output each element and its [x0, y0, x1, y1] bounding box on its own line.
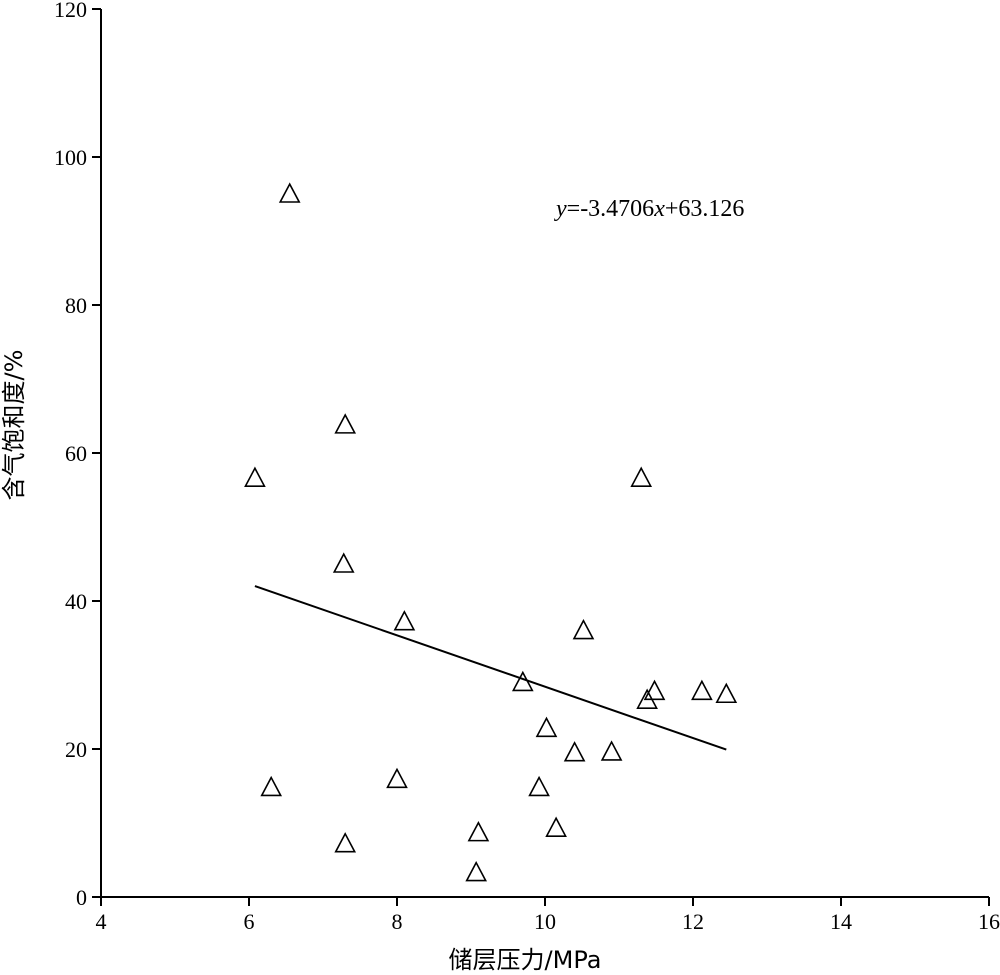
- scatter-point-0: [278, 182, 301, 203]
- x-tick-label: 12: [682, 909, 704, 934]
- scatter-point-19: [545, 816, 567, 837]
- x-tick-label: 8: [392, 909, 403, 934]
- equation-suffix: +63.126: [665, 196, 745, 222]
- y-tick-label: 0: [76, 885, 87, 910]
- x-tick-label: 4: [96, 909, 107, 934]
- scatter-point-8: [643, 679, 666, 701]
- scatter-point-1: [334, 413, 357, 434]
- trendline: [254, 585, 727, 751]
- y-tick-label: 100: [54, 145, 87, 170]
- equation-y: y: [554, 196, 567, 222]
- y-tick-label: 80: [65, 293, 87, 318]
- scatter-point-2: [244, 466, 266, 487]
- scatter-point-15: [260, 775, 283, 797]
- scatter-point-17: [528, 775, 550, 797]
- x-tick-label: 6: [244, 909, 255, 934]
- scatter-point-10: [691, 679, 713, 701]
- x-tick-label: 10: [534, 909, 556, 934]
- scatter-point-13: [563, 741, 586, 762]
- scatter-point-5: [393, 610, 416, 631]
- equation-middle: =-3.4706: [567, 196, 655, 222]
- x-axis-ticks: 4 6 8 10 12 14 16: [96, 897, 1000, 934]
- scatter-point-9: [636, 688, 658, 709]
- y-tick-label: 20: [65, 737, 87, 762]
- scatter-point-3: [630, 466, 653, 487]
- scatter-point-12: [535, 716, 558, 738]
- scatter-point-7: [511, 670, 534, 692]
- scatter-point-11: [715, 682, 738, 704]
- scatter-point-20: [334, 832, 357, 853]
- equation-x: x: [653, 196, 665, 222]
- y-axis-title: 含气饱和度/%: [0, 350, 28, 501]
- y-tick-label: 120: [54, 0, 87, 22]
- data-points: [244, 182, 738, 882]
- x-tick-label: 14: [830, 909, 852, 934]
- scatter-point-18: [467, 820, 490, 842]
- x-axis-title: 储层压力/MPa: [449, 946, 602, 974]
- trendline-equation: y=-3.4706x+63.126: [554, 196, 744, 222]
- y-tick-label: 60: [65, 441, 87, 466]
- axes: [100, 9, 989, 898]
- scatter-point-14: [600, 740, 623, 761]
- y-axis-ticks: 0 20 40 60 80 100 120: [54, 0, 101, 910]
- scatter-point-21: [465, 860, 488, 882]
- y-tick-label: 40: [65, 589, 87, 614]
- scatter-point-4: [332, 552, 355, 573]
- scatter-point-6: [572, 618, 595, 640]
- scatter-point-16: [386, 767, 408, 789]
- x-tick-label: 16: [978, 909, 1000, 934]
